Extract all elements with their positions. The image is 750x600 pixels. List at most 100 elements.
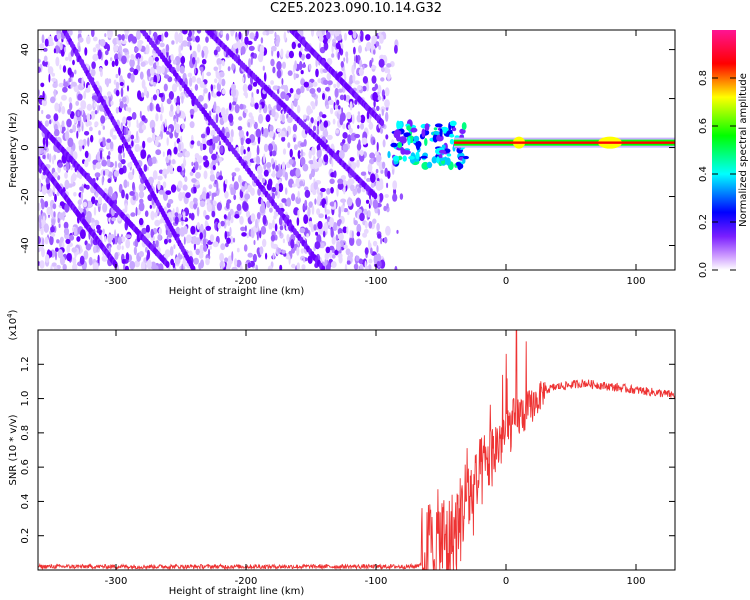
heatmap-cell <box>241 232 247 237</box>
heatmap-cell <box>396 120 400 130</box>
heatmap-cell <box>243 244 248 252</box>
heatmap-cell <box>329 178 335 185</box>
heatmap-cell <box>167 165 171 172</box>
heatmap-cell <box>121 34 125 41</box>
heatmap-cell <box>358 139 361 148</box>
heatmap-cell <box>129 67 135 73</box>
heatmap-cell <box>266 183 272 191</box>
heatmap-cell <box>92 47 97 53</box>
heatmap-cell <box>338 149 345 160</box>
heatmap-cell <box>212 164 216 171</box>
heatmap-cell <box>155 149 162 156</box>
heatmap-cell <box>127 162 133 168</box>
heatmap-cell <box>64 179 70 190</box>
heatmap-cell <box>118 45 123 53</box>
heatmap-cell <box>379 183 384 190</box>
heatmap-cell <box>362 232 368 238</box>
heatmap-cell <box>150 210 155 221</box>
heatmap-cell <box>336 99 340 106</box>
heatmap-cell <box>346 226 349 235</box>
heatmap-cell <box>140 261 146 270</box>
heatmap-cell <box>181 171 184 177</box>
heatmap-cell <box>77 199 83 206</box>
heatmap-cell <box>38 178 42 187</box>
heatmap-cell <box>289 87 294 94</box>
heatmap-cell <box>193 197 198 203</box>
heatmap-cell <box>215 105 221 114</box>
heatmap-cell <box>104 59 109 66</box>
heatmap-cell <box>40 82 45 88</box>
heatmap-cell <box>151 127 155 134</box>
heatmap-cell <box>165 44 170 53</box>
heatmap-cell <box>45 138 49 148</box>
heatmap-cell <box>38 145 41 156</box>
heatmap-cell <box>77 111 80 117</box>
heatmap-cell <box>225 201 230 210</box>
heatmap-cell <box>242 77 245 83</box>
heatmap-cell <box>65 56 69 61</box>
heatmap-cell <box>241 186 246 193</box>
heatmap-cell <box>207 248 211 257</box>
heatmap-cell <box>196 57 200 64</box>
heatmap-cell <box>205 214 210 220</box>
heatmap-cell <box>330 107 334 115</box>
heatmap-cell <box>295 177 301 188</box>
heatmap-cell <box>38 202 41 212</box>
heatmap-cell <box>86 35 91 45</box>
heatmap-cell <box>262 202 265 213</box>
heatmap-cell <box>276 61 282 71</box>
heatmap-cell <box>271 108 276 118</box>
heatmap-cell <box>158 227 163 235</box>
heatmap-cell <box>38 235 41 245</box>
heatmap-cell <box>286 234 290 242</box>
heatmap-cell <box>271 158 274 165</box>
heatmap-cell <box>45 254 50 263</box>
heatmap-cell <box>145 224 150 234</box>
heatmap-cell <box>385 111 389 122</box>
heatmap-cell <box>337 51 341 61</box>
heatmap-cell <box>52 203 57 210</box>
heatmap-cell <box>233 194 237 201</box>
heatmap-cell <box>119 101 124 109</box>
heatmap-cell <box>106 154 111 161</box>
heatmap-cell <box>152 94 158 101</box>
heatmap-cell <box>312 155 316 166</box>
heatmap-cell <box>180 142 184 152</box>
heatmap-cell <box>45 176 50 185</box>
heatmap-cell <box>240 46 246 55</box>
heatmap-cell <box>243 149 246 155</box>
heatmap-cell <box>91 30 95 38</box>
heatmap-cell <box>372 218 377 225</box>
heatmap-cell <box>178 254 183 260</box>
heatmap-cell <box>320 242 325 249</box>
heatmap-cell <box>164 118 167 128</box>
heatmap-cell <box>76 236 81 242</box>
heatmap-cell <box>230 129 234 139</box>
heatmap-cell <box>63 81 69 88</box>
heatmap-cell <box>67 67 72 76</box>
heatmap-cell <box>256 212 261 220</box>
heatmap-cell <box>396 229 399 234</box>
heatmap-cell <box>229 226 232 237</box>
heatmap-streak <box>191 265 196 270</box>
heatmap-cell <box>347 210 350 216</box>
heatmap-cell <box>203 103 208 110</box>
heatmap-cell <box>257 144 259 154</box>
heatmap-cell <box>169 132 174 139</box>
heatmap-cell <box>78 30 82 34</box>
heatmap-cell <box>436 156 440 164</box>
heatmap-cell <box>155 113 159 122</box>
heatmap-cell <box>153 81 157 87</box>
heatmap-cell <box>249 189 255 195</box>
heatmap-cell <box>235 36 239 42</box>
heatmap-cell <box>220 260 224 269</box>
heatmap-cell <box>61 241 65 249</box>
heatmap-cell <box>72 172 76 180</box>
heatmap-cell <box>176 95 180 104</box>
heatmap-cell <box>116 36 119 45</box>
heatmap-cell <box>107 178 112 184</box>
heatmap-cell <box>41 109 44 115</box>
heatmap-cell <box>141 227 147 235</box>
heatmap-cell <box>158 169 164 174</box>
heatmap-cell <box>272 66 276 74</box>
